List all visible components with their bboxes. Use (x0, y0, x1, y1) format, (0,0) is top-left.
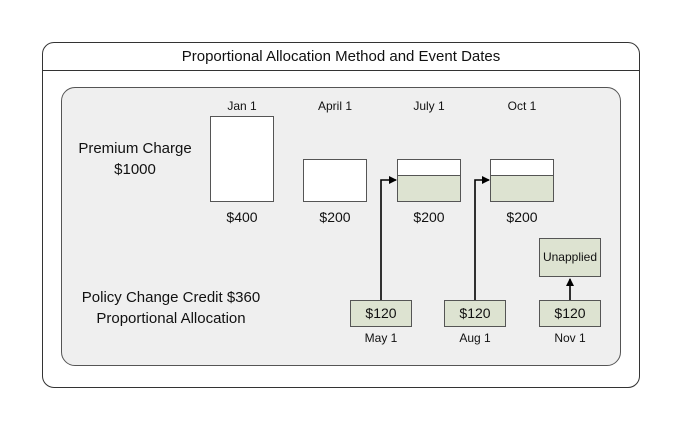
credit-date-aug1: Aug 1 (459, 331, 491, 345)
credit-box-may1: $120 (350, 300, 412, 327)
premium-label: Premium Charge $1000 (70, 138, 200, 180)
unapplied-box: Unapplied (539, 238, 601, 277)
applied-credit-fill (491, 175, 553, 201)
premium-amount-jan1: $400 (226, 209, 258, 225)
period-date-jul1: July 1 (413, 99, 445, 113)
premium-box-oct1 (490, 159, 554, 202)
diagram-title: Proportional Allocation Method and Event… (43, 43, 639, 71)
credit-box-nov1: $120 (539, 300, 601, 327)
credit-date-nov1: Nov 1 (554, 331, 586, 345)
credit-date-may1: May 1 (364, 331, 398, 345)
premium-label-line1: Premium Charge (78, 140, 192, 157)
premium-amount-jul1: $200 (413, 209, 445, 225)
period-date-oct1: Oct 1 (507, 99, 537, 113)
premium-box-apr1 (303, 159, 367, 202)
premium-label-line2: $1000 (114, 161, 156, 178)
credit-label-line1: Policy Change Credit $360 (81, 289, 261, 306)
period-date-apr1: April 1 (317, 99, 352, 113)
credit-box-aug1: $120 (444, 300, 506, 327)
period-date-jan1: Jan 1 (227, 99, 257, 113)
premium-amount-oct1: $200 (506, 209, 538, 225)
content-panel (61, 87, 621, 366)
premium-amount-apr1: $200 (319, 209, 351, 225)
applied-credit-fill (398, 175, 460, 201)
premium-box-jan1 (210, 116, 274, 202)
credit-label: Policy Change Credit $360 Proportional A… (66, 287, 276, 329)
premium-box-jul1 (397, 159, 461, 202)
credit-label-line2: Proportional Allocation (96, 310, 246, 327)
